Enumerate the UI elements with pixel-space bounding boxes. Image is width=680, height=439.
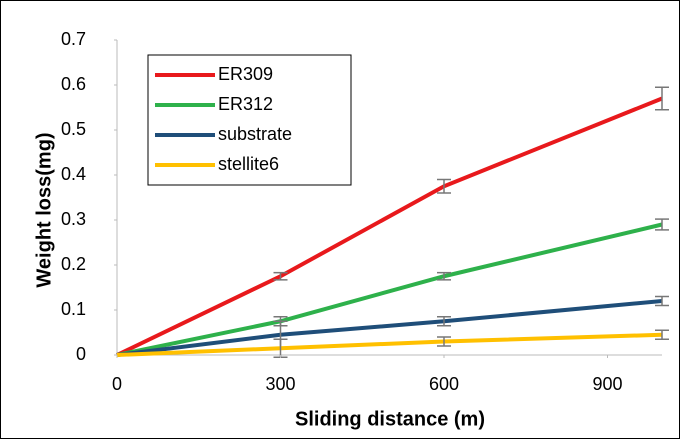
- plot: [116, 86, 669, 358]
- data-line: [116, 222, 663, 357]
- error-bar: [437, 336, 451, 347]
- x-tick-label: 600: [429, 374, 459, 394]
- error-bar: [273, 271, 288, 281]
- y-tick-label: 0.4: [61, 164, 86, 184]
- error-bar: [655, 329, 669, 340]
- error-bar: [437, 316, 451, 327]
- x-tick-label: 900: [592, 374, 622, 394]
- y-tick-label: 0.2: [61, 254, 86, 274]
- y-tick-label: 0.5: [61, 119, 86, 139]
- legend-label: stellite6: [218, 154, 279, 174]
- y-tick-label: 0.7: [61, 29, 86, 49]
- error-bar: [655, 218, 669, 231]
- y-tick-label: 0.1: [61, 299, 86, 319]
- error-bar: [655, 86, 669, 111]
- x-tick-label: 300: [265, 374, 295, 394]
- y-tick-label: 0: [76, 344, 86, 364]
- x-tick-label: 0: [112, 374, 122, 394]
- legend-label: ER312: [218, 94, 273, 114]
- error-bar: [437, 271, 451, 281]
- data-line: [116, 299, 663, 357]
- error-bar: [437, 178, 451, 194]
- legend-label: ER309: [218, 64, 273, 84]
- error-bar: [655, 295, 669, 307]
- legend-label: substrate: [218, 124, 292, 144]
- data-line: [116, 332, 663, 357]
- y-tick-label: 0.3: [61, 209, 86, 229]
- y-tick-label: 0.6: [61, 74, 86, 94]
- data-line: [116, 96, 663, 357]
- y-axis-label: Weight loss(mg): [33, 132, 55, 287]
- x-axis-label: Sliding distance (m): [295, 408, 485, 430]
